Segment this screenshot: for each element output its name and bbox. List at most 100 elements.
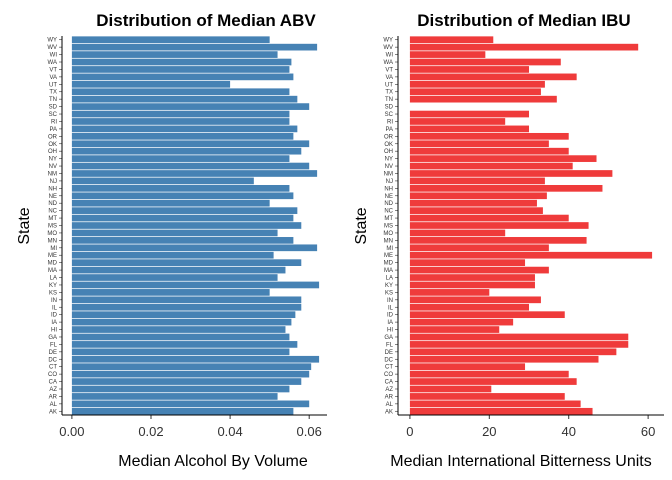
abv-bar-nv (71, 162, 310, 170)
ibu-y-tick-label: WI (386, 53, 394, 59)
ibu-bar-ms (409, 222, 589, 229)
abv-y-tick-label: IN (51, 298, 57, 304)
ibu-y-tick-label: MI (386, 246, 393, 252)
abv-y-tick-label: KS (49, 290, 57, 296)
abv-bar-tn (71, 95, 298, 103)
abv-bar-oh (71, 147, 302, 155)
abv-y-tick-label: NY (49, 157, 57, 163)
ibu-bar-ga (409, 333, 629, 341)
abv-bar-mt (71, 214, 294, 222)
ibu-bar-la (409, 274, 535, 281)
abv-bar-va (71, 73, 294, 81)
abv-bar-in (71, 296, 302, 304)
ibu-bar-tx (409, 88, 541, 96)
abv-y-tick-label: DC (48, 357, 57, 363)
ibu-y-tick-label: HI (387, 328, 393, 334)
ibu-y-tick-label: NY (385, 157, 393, 163)
ibu-bar-ny (409, 155, 597, 162)
ibu-y-tick-label: MN (384, 238, 393, 244)
abv-x-ticks: 0.00 0.02 0.04 0.06 (59, 415, 322, 439)
abv-bar-ri (71, 118, 290, 125)
ibu-bar-ky (409, 281, 535, 289)
ibu-bar-wv (409, 43, 639, 51)
abv-bar-ne (71, 192, 294, 200)
abv-y-tick-label: CO (48, 372, 57, 378)
abv-y-tick-label: LA (50, 276, 57, 282)
abv-y-tick-label: KY (49, 283, 57, 289)
abv-bar-wv (71, 43, 318, 51)
ibu-y-tick-label: AK (385, 409, 393, 415)
abv-bar-ks (71, 289, 270, 296)
ibu-bar-wa (409, 58, 561, 66)
abv-bar-nh (71, 185, 290, 192)
abv-x-tick-label: 0.02 (138, 424, 163, 439)
abv-y-tick-label: MT (48, 216, 57, 222)
ibu-y-tick-label: MT (384, 216, 393, 222)
ibu-bar-tn (409, 95, 557, 103)
ibu-bar-oh (409, 147, 569, 155)
ibu-bar-wi (409, 51, 486, 58)
abv-bar-fl (71, 341, 298, 348)
abv-y-tick-label: IA (51, 320, 57, 326)
ibu-y-tick-label: WA (384, 60, 393, 66)
ibu-y-tick-label: IA (387, 320, 393, 326)
abv-y-tick-label: RI (51, 119, 57, 125)
ibu-bar-il (409, 303, 530, 311)
ibu-bar-nv (409, 162, 573, 170)
abv-bar-co (71, 370, 310, 378)
ibu-bar-nh (409, 185, 603, 192)
abv-y-tick-label: NM (48, 171, 57, 177)
ibu-y-tick-label: FL (386, 342, 394, 348)
abv-y-tick-label: HI (51, 328, 57, 334)
ibu-bar-nd (409, 199, 537, 207)
abv-bar-pa (71, 125, 298, 133)
abv-bar-me (71, 251, 274, 259)
ibu-y-tick-label: CO (384, 372, 393, 378)
ibu-bar-sc (409, 110, 530, 118)
ibu-bar-az (409, 385, 492, 393)
abv-y-tick-label: GA (48, 335, 57, 341)
abv-bar-md (71, 259, 302, 266)
ibu-y-tick-label: MO (383, 231, 393, 237)
abv-y-tick-label: AK (49, 409, 57, 415)
ibu-y-tick-label: PA (385, 127, 393, 133)
ibu-y-tick-label: NH (384, 186, 393, 192)
abv-chart-panel: Distribution of Median ABV Median Alcoho… (16, 11, 327, 470)
ibu-y-tick-label: UT (385, 82, 393, 88)
abv-y-tick-label: ME (48, 253, 57, 259)
ibu-y-tick-label: TN (385, 97, 393, 103)
abv-bar-ar (71, 393, 278, 400)
abv-y-tick-label: SC (49, 112, 58, 118)
abv-bar-mo (71, 229, 278, 237)
abv-bar-ny (71, 155, 290, 162)
ibu-y-tick-label: VT (385, 67, 393, 73)
abv-y-tick-label: MO (47, 231, 57, 237)
abv-y-tick-label: NC (48, 209, 57, 215)
ibu-y-tick-label: VA (385, 75, 393, 81)
ibu-y-tick-label: OK (384, 142, 393, 148)
ibu-bar-ar (409, 393, 565, 400)
ibu-x-tick-label: 0 (406, 424, 413, 439)
abv-bar-nm (71, 170, 318, 177)
abv-y-tick-label: NH (48, 186, 57, 192)
ibu-y-tick-label: GA (384, 335, 393, 341)
abv-y-tick-label: ND (48, 201, 57, 207)
abv-bar-ma (71, 266, 286, 274)
ibu-bar-md (409, 259, 526, 266)
ibu-x-tick-label: 40 (561, 424, 575, 439)
ibu-x-axis-title: Median International Bitterness Units (390, 453, 651, 470)
ibu-bar-ca (409, 378, 577, 385)
ibu-bar-fl (409, 341, 629, 348)
abv-bar-ga (71, 333, 290, 341)
abv-y-tick-label: AL (50, 402, 58, 408)
ibu-y-tick-label: OR (384, 134, 394, 140)
abv-bar-ms (71, 222, 302, 229)
abv-y-tick-label: CT (49, 365, 57, 371)
abv-bar-ca (71, 378, 302, 385)
ibu-y-tick-label: LA (386, 276, 393, 282)
ibu-y-tick-label: ND (384, 201, 393, 207)
ibu-bar-dc (409, 355, 599, 363)
abv-y-tick-label: UT (49, 82, 57, 88)
abv-y-tick-label: FL (50, 342, 58, 348)
